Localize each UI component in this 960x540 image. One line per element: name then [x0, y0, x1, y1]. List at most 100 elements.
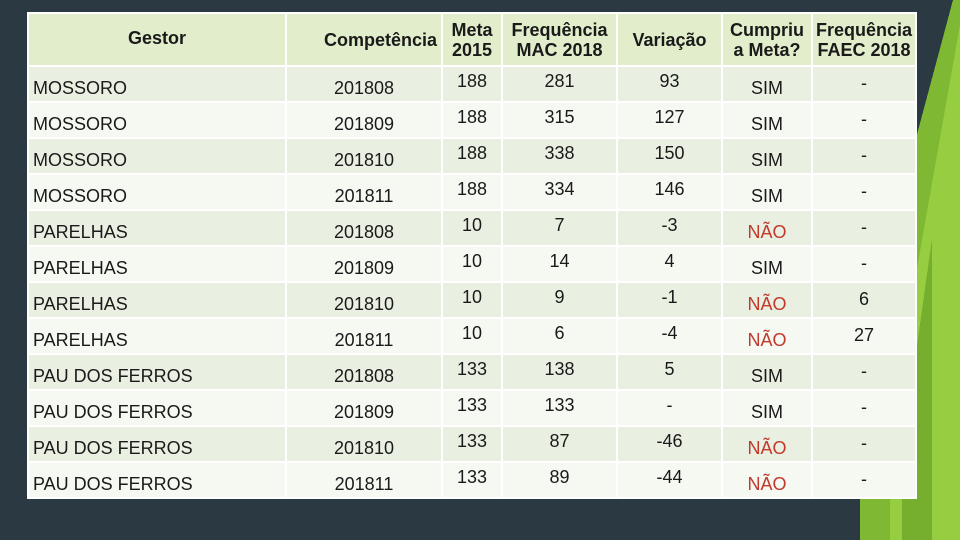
- cell-meta: 10: [441, 317, 503, 355]
- cell-gestor: PARELHAS: [27, 209, 287, 247]
- cell-variacao: -4: [616, 317, 723, 355]
- cell-frequencia-mac: 89: [501, 461, 618, 499]
- cell-gestor: PARELHAS: [27, 245, 287, 283]
- cell-gestor: PARELHAS: [27, 317, 287, 355]
- cell-meta: 133: [441, 461, 503, 499]
- cell-gestor: PAU DOS FERROS: [27, 425, 287, 463]
- table-row: MOSSORO 201808 188 281 93 SIM -: [27, 65, 917, 103]
- cell-meta: 10: [441, 209, 503, 247]
- cell-frequencia-faec: -: [811, 101, 917, 139]
- cell-cumpriu-meta: NÃO: [721, 317, 813, 355]
- cell-variacao: 150: [616, 137, 723, 175]
- cell-cumpriu-meta: SIM: [721, 65, 813, 103]
- cell-gestor: MOSSORO: [27, 173, 287, 211]
- cell-gestor: PAU DOS FERROS: [27, 461, 287, 499]
- cell-gestor: MOSSORO: [27, 65, 287, 103]
- cell-frequencia-mac: 9: [501, 281, 618, 319]
- cell-meta: 188: [441, 65, 503, 103]
- cell-frequencia-faec: -: [811, 245, 917, 283]
- table-row: PAU DOS FERROS 201810 133 87 -46 NÃO -: [27, 425, 917, 463]
- table-row: PARELHAS 201809 10 14 4 SIM -: [27, 245, 917, 283]
- cell-meta: 188: [441, 137, 503, 175]
- cell-gestor: MOSSORO: [27, 101, 287, 139]
- header-competencia: Competência: [285, 12, 443, 67]
- cell-frequencia-faec: -: [811, 65, 917, 103]
- cell-meta: 188: [441, 101, 503, 139]
- table-header-row: Gestor Competência Meta 2015 Frequência MA…: [27, 12, 917, 67]
- cell-competencia: 201811: [285, 461, 443, 499]
- table-row: PARELHAS 201810 10 9 -1 NÃO 6: [27, 281, 917, 319]
- cell-frequencia-faec: -: [811, 137, 917, 175]
- cell-competencia: 201809: [285, 389, 443, 427]
- cell-meta: 10: [441, 245, 503, 283]
- cell-frequencia-faec: -: [811, 353, 917, 391]
- cell-frequencia-mac: 281: [501, 65, 618, 103]
- cell-frequencia-faec: -: [811, 173, 917, 211]
- cell-variacao: 127: [616, 101, 723, 139]
- cell-competencia: 201810: [285, 137, 443, 175]
- cell-frequencia-faec: -: [811, 461, 917, 499]
- cell-frequencia-mac: 338: [501, 137, 618, 175]
- cell-frequencia-mac: 14: [501, 245, 618, 283]
- cell-cumpriu-meta: SIM: [721, 173, 813, 211]
- results-table-container: Gestor Competência Meta 2015 Frequência MA…: [27, 12, 917, 499]
- header-cumpriu-meta: Cumpriu a Meta?: [721, 12, 813, 67]
- cell-competencia: 201810: [285, 425, 443, 463]
- cell-frequencia-mac: 87: [501, 425, 618, 463]
- table-row: PAU DOS FERROS 201809 133 133- SIM -: [27, 389, 917, 427]
- cell-variacao: -46: [616, 425, 723, 463]
- cell-cumpriu-meta: NÃO: [721, 461, 813, 499]
- cell-gestor: PAU DOS FERROS: [27, 353, 287, 391]
- cell-frequencia-mac: 7: [501, 209, 618, 247]
- cell-variacao: 93: [616, 65, 723, 103]
- cell-gestor: PARELHAS: [27, 281, 287, 319]
- cell-variacao: 5: [616, 353, 723, 391]
- cell-variacao: -44: [616, 461, 723, 499]
- table-row: MOSSORO 201810 188 338 150 SIM -: [27, 137, 917, 175]
- cell-variacao: -: [616, 389, 723, 427]
- cell-variacao: 4: [616, 245, 723, 283]
- cell-competencia: 201810: [285, 281, 443, 319]
- header-frequencia-faec: Frequência FAEC 2018: [811, 12, 917, 67]
- cell-cumpriu-meta: NÃO: [721, 209, 813, 247]
- cell-cumpriu-meta: SIM: [721, 353, 813, 391]
- cell-cumpriu-meta: SIM: [721, 389, 813, 427]
- cell-frequencia-faec: -: [811, 209, 917, 247]
- cell-meta: 133: [441, 389, 503, 427]
- cell-gestor: MOSSORO: [27, 137, 287, 175]
- cell-competencia: 201811: [285, 173, 443, 211]
- table-row: MOSSORO 201809 188 315 127 SIM -: [27, 101, 917, 139]
- header-variacao: Variação: [616, 12, 723, 67]
- results-table: Gestor Competência Meta 2015 Frequência MA…: [27, 12, 917, 499]
- cell-meta: 188: [441, 173, 503, 211]
- cell-frequencia-mac: 315: [501, 101, 618, 139]
- cell-frequencia-faec: 6: [811, 281, 917, 319]
- cell-cumpriu-meta: SIM: [721, 101, 813, 139]
- cell-frequencia-mac: 334: [501, 173, 618, 211]
- table-row: PAU DOS FERROS 201808 133 138 5 SIM -: [27, 353, 917, 391]
- cell-competencia: 201809: [285, 245, 443, 283]
- cell-variacao: 146: [616, 173, 723, 211]
- cell-competencia: 201808: [285, 65, 443, 103]
- header-frequencia-mac: Frequência MAC 2018: [501, 12, 618, 67]
- cell-cumpriu-meta: SIM: [721, 245, 813, 283]
- header-gestor: Gestor: [27, 12, 287, 67]
- cell-variacao: -1: [616, 281, 723, 319]
- cell-cumpriu-meta: NÃO: [721, 281, 813, 319]
- table-row: PARELHAS 201808 10 7 -3 NÃO -: [27, 209, 917, 247]
- cell-variacao: -3: [616, 209, 723, 247]
- header-meta: Meta 2015: [441, 12, 503, 67]
- cell-cumpriu-meta: NÃO: [721, 425, 813, 463]
- cell-frequencia-mac: 138: [501, 353, 618, 391]
- cell-meta: 10: [441, 281, 503, 319]
- cell-cumpriu-meta: SIM: [721, 137, 813, 175]
- table-row: PARELHAS 201811 10 6 -4 NÃO 27: [27, 317, 917, 355]
- cell-frequencia-mac: 6: [501, 317, 618, 355]
- cell-competencia: 201811: [285, 317, 443, 355]
- cell-meta: 133: [441, 353, 503, 391]
- table-row: MOSSORO 201811 188 334 146 SIM -: [27, 173, 917, 211]
- table-row: PAU DOS FERROS 201811 133 89 -44 NÃO -: [27, 461, 917, 499]
- cell-frequencia-mac: 133: [501, 389, 618, 427]
- cell-frequencia-faec: 27: [811, 317, 917, 355]
- cell-competencia: 201808: [285, 209, 443, 247]
